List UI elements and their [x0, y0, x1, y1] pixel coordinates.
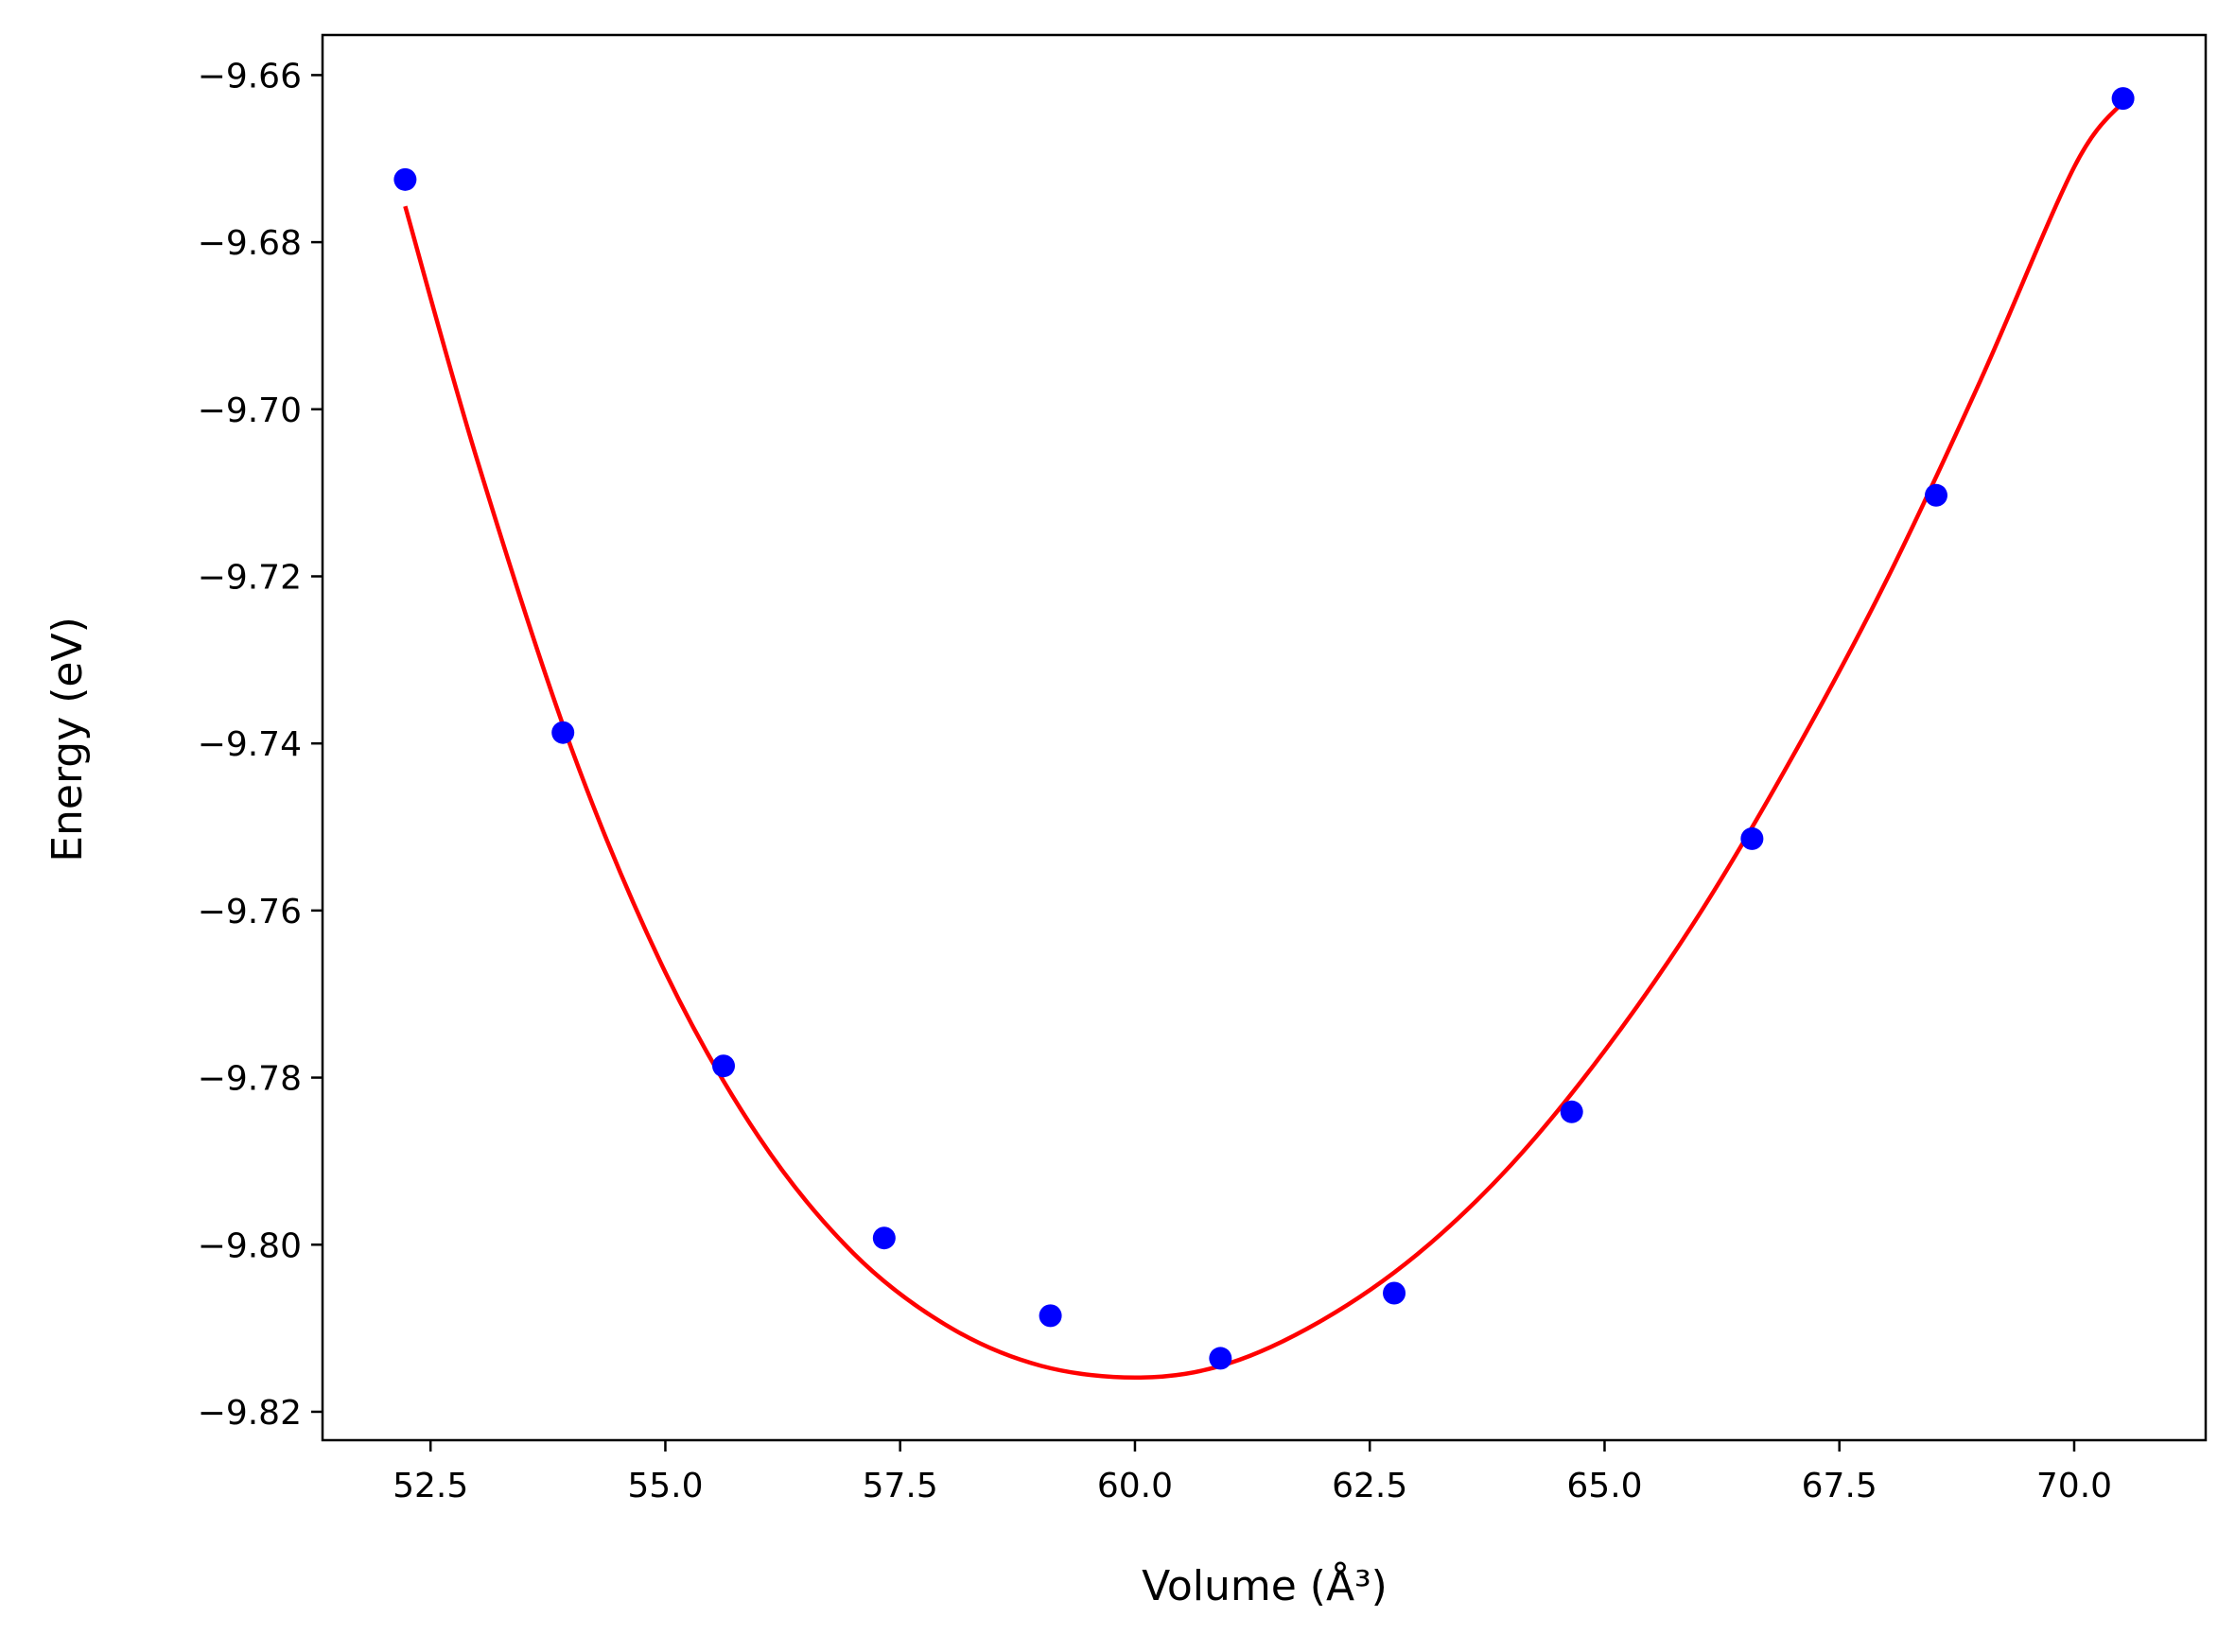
data-point: [1383, 1281, 1406, 1305]
x-tick-label: 70.0: [2036, 1467, 2112, 1505]
plot-frame: [321, 33, 2208, 1442]
y-tick-label: −9.66: [198, 57, 302, 96]
y-tick-label: −9.76: [198, 893, 302, 931]
x-tick-label: 62.5: [1332, 1467, 1407, 1505]
data-point: [1039, 1304, 1062, 1328]
data-point: [1560, 1100, 1583, 1123]
y-tick-label: −9.68: [198, 224, 302, 263]
y-tick-label: −9.82: [198, 1394, 302, 1433]
y-tick-label: −9.72: [198, 558, 302, 597]
x-tick-label: 60.0: [1097, 1467, 1173, 1505]
data-point: [712, 1054, 736, 1078]
x-tick-label: 67.5: [1802, 1467, 1877, 1505]
data-point: [1740, 826, 1764, 850]
x-axis-title: Volume (Å³): [1142, 1560, 1388, 1610]
y-tick-label: −9.78: [198, 1060, 302, 1099]
data-point: [393, 167, 417, 191]
axes: 52.5 55.0 57.5 60.0 62.5 65.0 67.5 70.0 −9.66 −9.…: [198, 33, 2208, 1505]
x-tick-label: 52.5: [393, 1467, 468, 1505]
data-point: [872, 1226, 896, 1250]
x-tick-label: 65.0: [1566, 1467, 1642, 1505]
data-point: [2111, 87, 2135, 111]
x-tick-label: 55.0: [627, 1467, 703, 1505]
y-tick-label: −9.80: [198, 1226, 302, 1265]
y-tick-label: −9.70: [198, 391, 302, 430]
data-point: [551, 721, 575, 744]
x-tick-label: 57.5: [863, 1467, 938, 1505]
plot-area: [393, 87, 2135, 1381]
data-point: [1925, 483, 1948, 507]
y-axis-title: Energy (eV): [44, 617, 92, 862]
fit-curve-line: [403, 100, 2125, 1381]
y-tick-label: −9.74: [198, 725, 302, 764]
data-point: [1209, 1347, 1232, 1370]
